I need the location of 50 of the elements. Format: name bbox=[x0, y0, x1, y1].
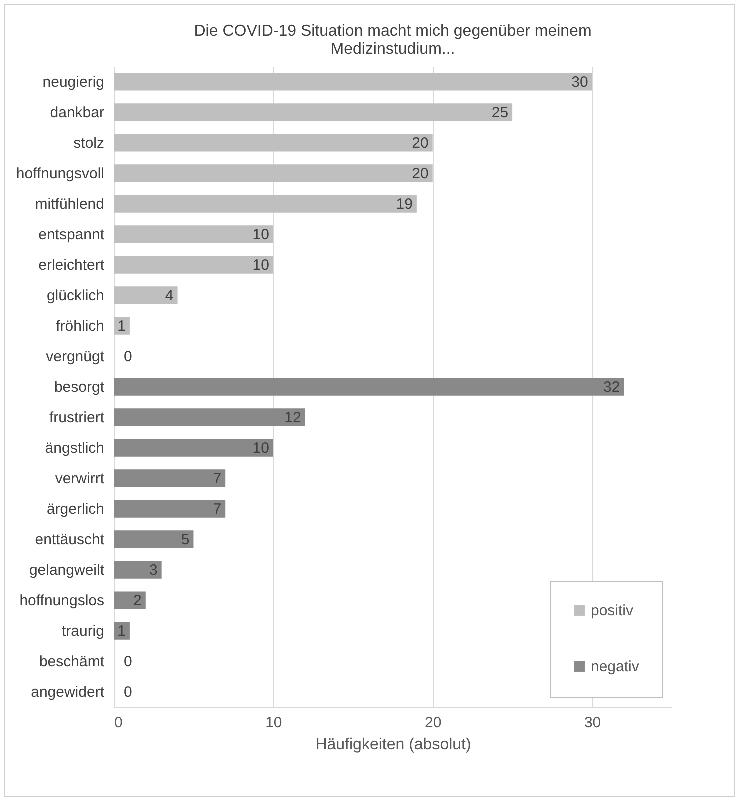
y-tick-label: mitfühlend bbox=[35, 196, 104, 213]
y-tick-label: angewidert bbox=[31, 684, 106, 702]
y-tick-label: fröhlich bbox=[56, 318, 104, 335]
data-label: 1 bbox=[118, 318, 126, 335]
data-label: 7 bbox=[213, 501, 222, 518]
y-tick-label: ängstlich bbox=[45, 440, 104, 458]
y-tick-label: enttäuscht bbox=[35, 532, 106, 549]
y-tick-label: besorgt bbox=[54, 379, 106, 396]
data-label: 10 bbox=[252, 440, 270, 458]
data-label: 0 bbox=[124, 684, 132, 702]
y-tick-label: beschämt bbox=[39, 654, 106, 671]
y-tick-label: gelangweilt bbox=[29, 562, 106, 580]
x-axis-title: Häufigkeiten (absolut) bbox=[316, 736, 472, 754]
chart-title: Die COVID-19 Situation macht mich gegenüber meinem Medizinstudium... bbox=[194, 23, 592, 58]
data-label: 4 bbox=[165, 287, 174, 304]
data-label: 5 bbox=[181, 532, 190, 549]
data-label: 0 bbox=[124, 348, 132, 366]
y-tick-label: hoffnungslos bbox=[20, 592, 104, 610]
y-tick-label: glücklich bbox=[46, 287, 104, 304]
y-tick-label: erleichtert bbox=[38, 256, 106, 274]
data-label: 20 bbox=[412, 134, 429, 152]
y-tick-label: ärgerlich bbox=[46, 501, 104, 518]
y-tick-label: dankbar bbox=[50, 104, 104, 122]
y-tick-label: verwirrt bbox=[55, 470, 106, 488]
legend-label: positiv bbox=[591, 602, 634, 620]
legend-label: negativ bbox=[591, 658, 640, 676]
x-tick-label: 20 bbox=[425, 714, 442, 732]
x-tick-label: 0 bbox=[114, 714, 123, 732]
y-tick-label: entspannt bbox=[38, 226, 106, 244]
data-label: 32 bbox=[603, 379, 620, 396]
data-label: 10 bbox=[252, 256, 270, 274]
y-tick-label: stolz bbox=[74, 134, 104, 152]
data-label: 7 bbox=[213, 470, 222, 488]
data-label: 20 bbox=[412, 165, 429, 182]
data-label: 30 bbox=[572, 74, 588, 91]
x-tick-label: 10 bbox=[266, 714, 282, 732]
data-label: 1 bbox=[118, 623, 126, 640]
data-label: 12 bbox=[284, 410, 302, 427]
y-tick-label: vergnügt bbox=[46, 348, 106, 366]
data-label: 0 bbox=[124, 654, 132, 671]
y-tick-label: traurig bbox=[62, 623, 104, 640]
x-tick-label: 30 bbox=[584, 714, 602, 732]
data-label: 25 bbox=[492, 104, 509, 122]
data-label: 3 bbox=[149, 562, 158, 580]
data-label: 19 bbox=[396, 196, 413, 213]
y-tick-label: neugierig bbox=[42, 74, 104, 91]
y-tick-label: hoffnungsvoll bbox=[16, 165, 104, 182]
data-label: 2 bbox=[134, 592, 142, 610]
y-tick-label: frustriert bbox=[49, 410, 106, 427]
data-label: 10 bbox=[252, 226, 270, 244]
